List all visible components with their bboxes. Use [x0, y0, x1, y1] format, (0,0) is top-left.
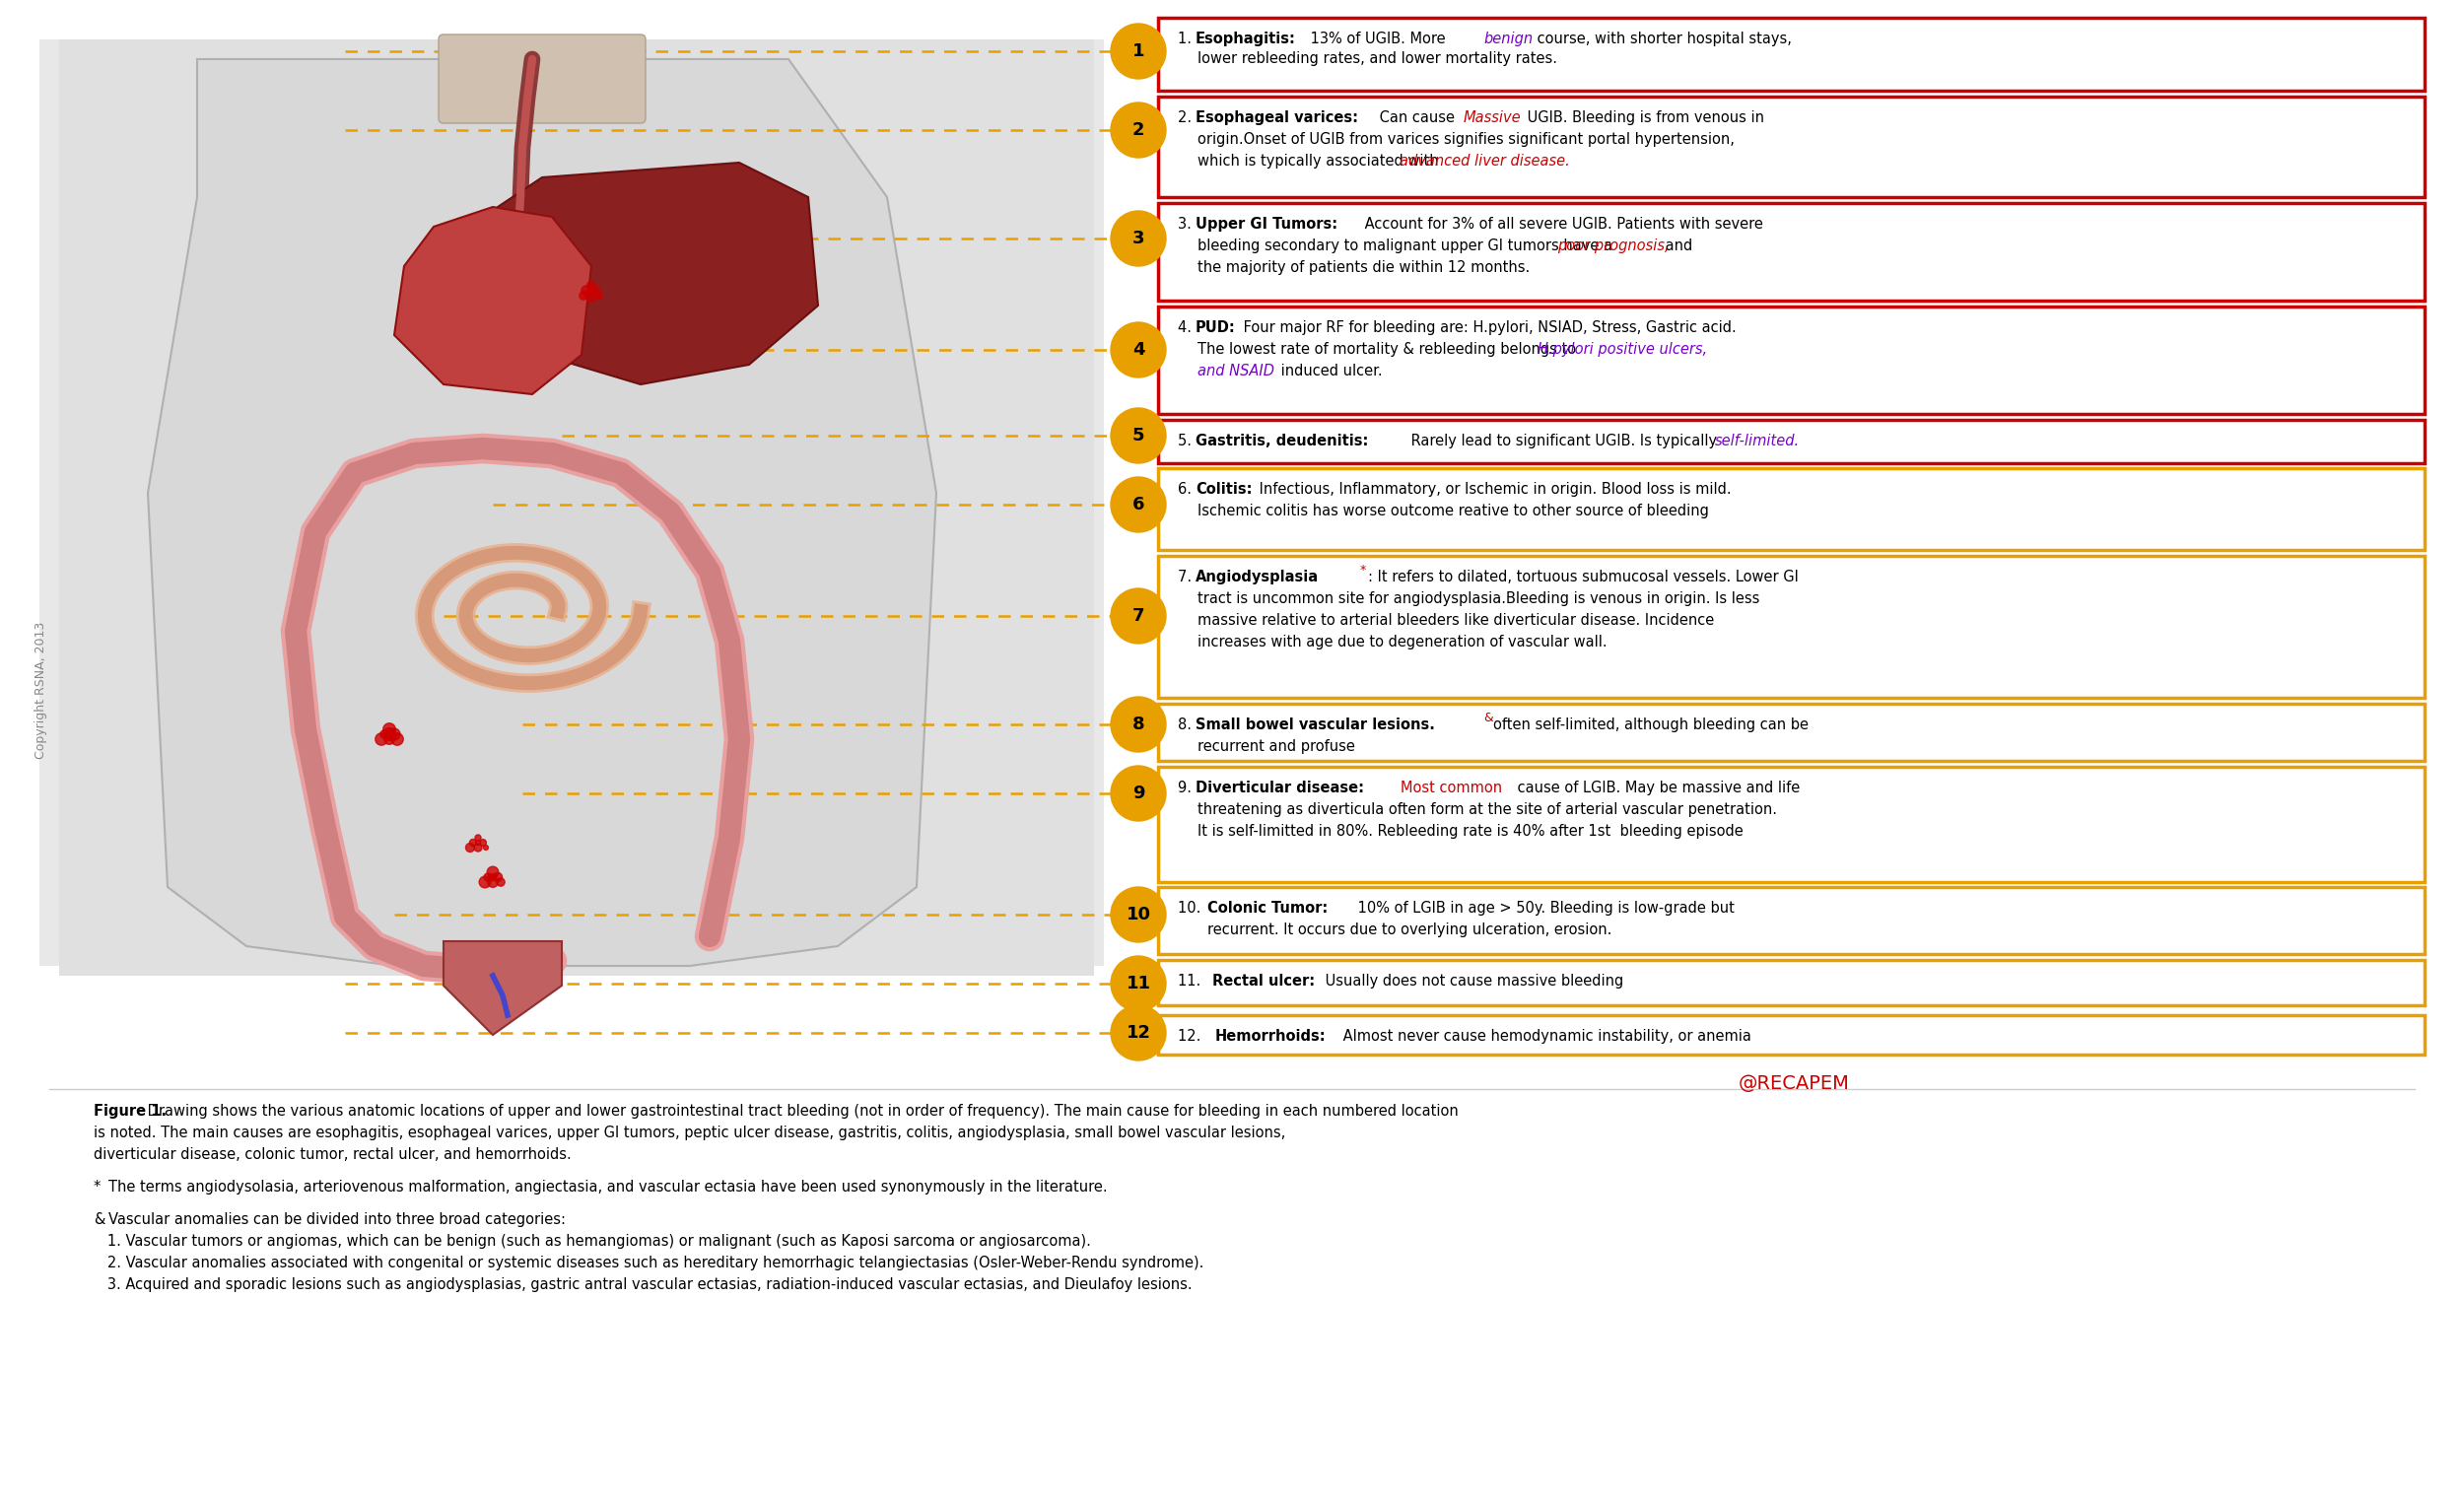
Circle shape	[493, 872, 503, 882]
Circle shape	[1111, 588, 1165, 643]
Text: Can cause: Can cause	[1375, 110, 1459, 125]
Circle shape	[488, 872, 498, 882]
Text: tract is uncommon site for angiodysplasia.Bleeding is venous in origin. Is less: tract is uncommon site for angiodysplasi…	[1198, 591, 1759, 606]
Text: 8: 8	[1131, 715, 1146, 733]
Text: 10% of LGIB in age > 50y. Bleeding is low-grade but: 10% of LGIB in age > 50y. Bleeding is lo…	[1353, 900, 1735, 915]
Text: often self-limited, although bleeding can be: often self-limited, although bleeding ca…	[1493, 717, 1809, 732]
Text: induced ulcer.: induced ulcer.	[1276, 364, 1382, 379]
Text: recurrent and profuse: recurrent and profuse	[1198, 739, 1355, 755]
Text: origin.Onset of UGIB from varices signifies significant portal hypertension,: origin.Onset of UGIB from varices signif…	[1198, 132, 1735, 147]
Circle shape	[476, 834, 480, 842]
Circle shape	[1111, 102, 1165, 158]
Text: *: *	[1360, 564, 1365, 577]
Circle shape	[586, 292, 596, 299]
Text: Most common: Most common	[1400, 780, 1503, 795]
Circle shape	[392, 732, 404, 745]
Text: Four major RF for bleeding are: H.pylori, NSIAD, Stress, Gastric acid.: Four major RF for bleeding are: H.pylori…	[1239, 320, 1737, 335]
Text: increases with age due to degeneration of vascular wall.: increases with age due to degeneration o…	[1198, 634, 1607, 649]
FancyBboxPatch shape	[1158, 203, 2425, 301]
Circle shape	[586, 287, 596, 295]
Circle shape	[1111, 407, 1165, 463]
Text: Esophagitis:: Esophagitis:	[1195, 32, 1296, 47]
Text: Usually does not cause massive bleeding: Usually does not cause massive bleeding	[1321, 974, 1624, 989]
Text: 9: 9	[1133, 785, 1143, 803]
Text: 1. Vascular tumors or angiomas, which can be benign (such as hemangiomas) or mal: 1. Vascular tumors or angiomas, which ca…	[94, 1234, 1092, 1249]
Text: : It refers to dilated, tortuous submucosal vessels. Lower GI: : It refers to dilated, tortuous submuco…	[1368, 570, 1799, 585]
Text: Figure 1.: Figure 1.	[94, 1103, 168, 1118]
FancyBboxPatch shape	[1158, 703, 2425, 761]
Circle shape	[577, 290, 589, 302]
Text: *: *	[94, 1180, 101, 1195]
Text: 2. Vascular anomalies associated with congenital or systemic diseases such as he: 2. Vascular anomalies associated with co…	[94, 1255, 1205, 1270]
Text: 2.: 2.	[1178, 110, 1198, 125]
Circle shape	[1111, 24, 1165, 78]
Text: 2: 2	[1133, 122, 1143, 138]
Circle shape	[377, 735, 384, 744]
Text: advanced liver disease.: advanced liver disease.	[1400, 153, 1570, 168]
Text: Infectious, Inflammatory, or Ischemic in origin. Blood loss is mild.: Infectious, Inflammatory, or Ischemic in…	[1254, 482, 1732, 496]
Text: Small bowel vascular lesions.: Small bowel vascular lesions.	[1195, 717, 1434, 732]
Text: 11.: 11.	[1178, 974, 1205, 989]
Text: 1.: 1.	[1178, 32, 1195, 47]
FancyBboxPatch shape	[59, 39, 1094, 975]
Polygon shape	[444, 941, 562, 1036]
Text: Upper GI Tumors:: Upper GI Tumors:	[1195, 216, 1338, 231]
Text: diverticular disease, colonic tumor, rectal ulcer, and hemorrhoids.: diverticular disease, colonic tumor, rec…	[94, 1147, 572, 1162]
Text: Drawing shows the various anatomic locations of upper and lower gastrointestinal: Drawing shows the various anatomic locat…	[143, 1103, 1459, 1118]
Text: course, with shorter hospital stays,: course, with shorter hospital stays,	[1533, 32, 1791, 47]
Text: 6: 6	[1133, 496, 1143, 514]
Text: recurrent. It occurs due to overlying ulceration, erosion.: recurrent. It occurs due to overlying ul…	[1207, 923, 1611, 938]
Text: Esophageal varices:: Esophageal varices:	[1195, 110, 1358, 125]
Circle shape	[1111, 322, 1165, 377]
Circle shape	[473, 839, 483, 846]
Circle shape	[389, 729, 399, 739]
Text: UGIB. Bleeding is from venous in: UGIB. Bleeding is from venous in	[1523, 110, 1764, 125]
Text: 4: 4	[1133, 341, 1143, 359]
Circle shape	[1111, 887, 1165, 942]
Text: 3. Acquired and sporadic lesions such as angiodysplasias, gastric antral vascula: 3. Acquired and sporadic lesions such as…	[94, 1278, 1193, 1293]
Text: Rectal ulcer:: Rectal ulcer:	[1212, 974, 1316, 989]
Text: Copyright RSNA, 2013: Copyright RSNA, 2013	[34, 621, 47, 759]
Text: Gastritis, deudenitis:: Gastritis, deudenitis:	[1195, 434, 1368, 448]
FancyBboxPatch shape	[1158, 467, 2425, 550]
FancyBboxPatch shape	[1158, 18, 2425, 90]
Text: 10.: 10.	[1178, 900, 1205, 915]
Circle shape	[594, 292, 604, 301]
Text: @RECAPEM: @RECAPEM	[1737, 1075, 1850, 1093]
Polygon shape	[148, 59, 936, 966]
Circle shape	[1111, 697, 1165, 752]
FancyBboxPatch shape	[1158, 307, 2425, 413]
Circle shape	[471, 840, 476, 845]
Text: 12: 12	[1126, 1024, 1151, 1042]
Circle shape	[382, 723, 397, 736]
Text: &: &	[1483, 711, 1493, 724]
Text: 7: 7	[1133, 607, 1143, 625]
Circle shape	[384, 735, 394, 744]
Text: Diverticular disease:: Diverticular disease:	[1195, 780, 1365, 795]
Text: bleeding secondary to malignant upper GI tumors have a: bleeding secondary to malignant upper GI…	[1198, 239, 1616, 254]
Text: 12.: 12.	[1178, 1030, 1205, 1043]
Text: Ischemic colitis has worse outcome reative to other source of bleeding: Ischemic colitis has worse outcome reati…	[1198, 504, 1710, 519]
Circle shape	[483, 845, 490, 851]
Circle shape	[490, 869, 495, 876]
Text: 11: 11	[1126, 975, 1151, 992]
Text: Colonic Tumor:: Colonic Tumor:	[1207, 900, 1328, 915]
Circle shape	[480, 840, 485, 845]
Polygon shape	[394, 207, 591, 394]
FancyBboxPatch shape	[1158, 556, 2425, 697]
Text: Angiodysplasia: Angiodysplasia	[1195, 570, 1318, 585]
Text: lower rebleeding rates, and lower mortality rates.: lower rebleeding rates, and lower mortal…	[1198, 51, 1557, 66]
Text: Colitis:: Colitis:	[1195, 482, 1252, 496]
Text: 6.: 6.	[1178, 482, 1195, 496]
Text: poor prognosis,: poor prognosis,	[1557, 239, 1668, 254]
Circle shape	[384, 729, 394, 739]
Text: PUD:: PUD:	[1195, 320, 1237, 335]
Text: Vascular anomalies can be divided into three broad categories:: Vascular anomalies can be divided into t…	[108, 1213, 567, 1226]
Circle shape	[495, 876, 505, 887]
Circle shape	[490, 879, 495, 885]
Text: Account for 3% of all severe UGIB. Patients with severe: Account for 3% of all severe UGIB. Patie…	[1360, 216, 1764, 231]
Text: 9.: 9.	[1178, 780, 1195, 795]
Circle shape	[1111, 210, 1165, 266]
FancyBboxPatch shape	[439, 35, 646, 123]
